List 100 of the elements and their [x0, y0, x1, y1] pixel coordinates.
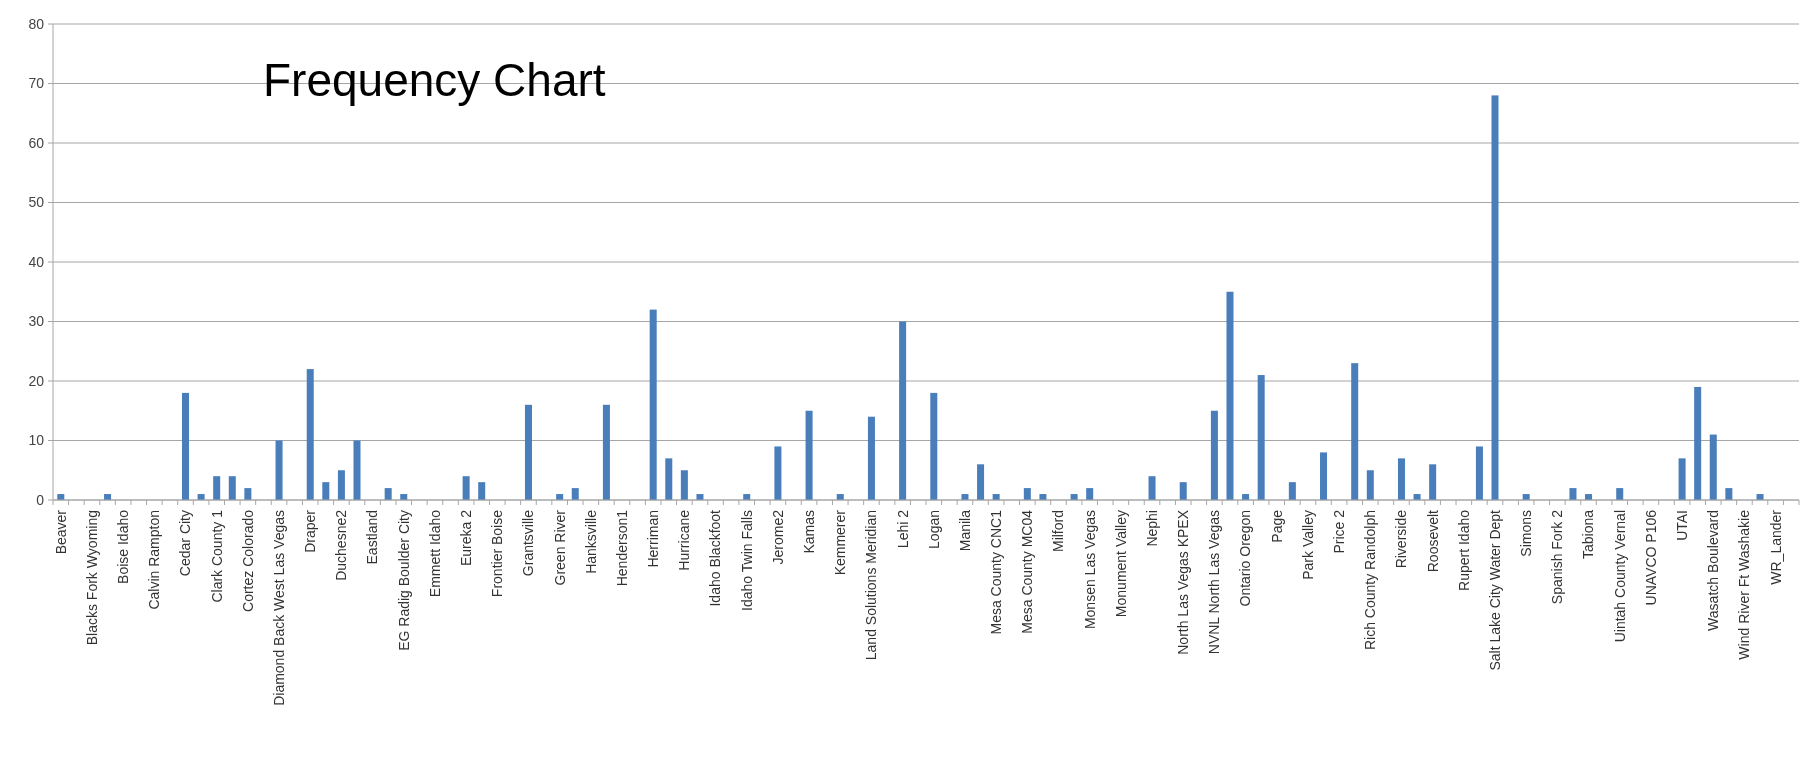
y-tick-label: 10 — [28, 432, 45, 449]
bar — [1678, 458, 1686, 500]
bar — [1475, 446, 1483, 500]
x-tick-label: Rupert Idaho — [1455, 509, 1472, 591]
x-tick-label: Land Solutions Meridian — [863, 510, 880, 661]
bar — [1086, 488, 1094, 500]
x-tick-label: Draper — [302, 509, 319, 553]
x-tick-label: Wasatch Boulevard — [1705, 510, 1722, 631]
bar — [462, 476, 470, 500]
bar — [337, 470, 345, 500]
x-tick-label: Simons — [1518, 510, 1535, 557]
x-tick-label: Mesa County CNC1 — [988, 509, 1005, 635]
bar — [1320, 452, 1328, 500]
x-tick-label: Cortez Colorado — [239, 509, 256, 612]
bar — [1429, 464, 1437, 500]
bar — [805, 410, 813, 500]
bar — [478, 482, 486, 500]
x-tick-label: Beaver — [52, 509, 69, 555]
bar — [649, 309, 657, 500]
bar — [524, 404, 532, 500]
x-tick-label: Spanish Fork 2 — [1549, 509, 1566, 605]
x-tick-label: Hurricane — [676, 509, 693, 571]
bar — [1709, 434, 1717, 500]
x-tick-label: Emmett Idaho — [426, 509, 443, 598]
x-tick-label: Ontario Oregon — [1237, 510, 1254, 607]
x-tick-label: Manila — [956, 509, 973, 552]
x-tick-label: Idaho Twin Falls — [738, 510, 755, 611]
bar — [930, 392, 938, 500]
x-tick-label: Price 2 — [1331, 509, 1348, 554]
x-tick-label: Diamond Back West Las Vegas — [270, 510, 287, 706]
bar — [1616, 488, 1624, 500]
x-tick-label: Green River — [551, 509, 568, 586]
x-tick-label: Uintah County Vernal — [1611, 510, 1628, 643]
y-tick-label: 60 — [28, 134, 45, 151]
x-tick-label: Nephi — [1143, 510, 1160, 547]
y-tick-label: 40 — [28, 253, 45, 270]
x-tick-label: Roosevelt — [1424, 509, 1441, 573]
y-tick-label: 50 — [28, 194, 45, 211]
x-tick-label: Herriman — [645, 510, 662, 568]
y-tick-label: 20 — [28, 372, 45, 389]
x-tick-label: Monsen Las Vegas — [1081, 510, 1098, 630]
bar — [602, 404, 610, 500]
x-tick-label: EG Radig Boulder City — [395, 510, 412, 651]
bar — [306, 369, 314, 500]
bar — [244, 488, 252, 500]
bar — [1351, 363, 1359, 500]
x-tick-label: NVNL North Las Vegas — [1206, 510, 1223, 655]
bar — [1226, 291, 1234, 500]
bar — [1179, 482, 1187, 500]
y-tick-label: 30 — [28, 313, 45, 330]
x-tick-label: Riverside — [1393, 509, 1410, 569]
x-tick-label: Logan — [925, 510, 942, 549]
x-tick-label: Milford — [1050, 510, 1067, 553]
bar — [384, 488, 392, 500]
x-tick-label: North Las Vegas KPEX — [1175, 509, 1192, 655]
bar — [867, 416, 875, 500]
bar — [1725, 488, 1733, 500]
bar — [1569, 488, 1577, 500]
x-tick-label: UNAVCO P106 — [1642, 509, 1659, 606]
x-tick-label: Salt Lake City Water Dept — [1486, 509, 1503, 671]
x-tick-label: Monument Valley — [1112, 510, 1129, 618]
bar — [571, 488, 579, 500]
x-tick-label: Page — [1268, 509, 1285, 543]
bar — [275, 440, 283, 500]
x-tick-label: Cedar City — [177, 510, 194, 577]
x-tick-label: Kemmerer — [832, 509, 849, 576]
bar — [1210, 410, 1218, 500]
bar — [1257, 375, 1265, 500]
x-tick-label: Blacks Fork Wyoming — [83, 510, 100, 646]
x-tick-label: Kamas — [800, 510, 817, 554]
y-tick-label: 0 — [36, 491, 45, 508]
x-tick-label: Henderson1 — [613, 509, 630, 587]
bar — [322, 482, 330, 500]
bar — [1694, 386, 1702, 500]
x-tick-label: Hanksville — [582, 509, 599, 574]
bar — [1148, 476, 1156, 500]
x-tick-label: Eureka 2 — [458, 509, 475, 567]
x-tick-label: Clark County 1 — [208, 509, 225, 603]
x-tick-label: WR_Lander — [1767, 509, 1784, 585]
bar — [213, 476, 221, 500]
bar — [1288, 482, 1296, 500]
x-tick-label: Rich County Randolph — [1362, 510, 1379, 651]
x-tick-label: Lehi 2 — [894, 509, 911, 549]
y-tick-label: 70 — [28, 75, 45, 92]
bar — [1397, 458, 1405, 500]
y-tick-label: 80 — [28, 15, 45, 32]
x-tick-label: Duchesne2 — [333, 509, 350, 581]
bar — [665, 458, 673, 500]
x-tick-label: Boise Idaho — [115, 509, 132, 584]
x-tick-label: Mesa County MC04 — [1019, 509, 1036, 634]
bar — [977, 464, 985, 500]
x-tick-label: UTAI — [1673, 510, 1690, 541]
bar — [680, 470, 688, 500]
x-tick-label: Park Valley — [1299, 510, 1316, 580]
bar — [1023, 488, 1031, 500]
x-tick-label: Jerome2 — [769, 509, 786, 565]
bar — [1366, 470, 1374, 500]
bar — [899, 321, 907, 500]
x-tick-label: Idaho Blackfoot — [707, 509, 724, 607]
x-tick-label: Calvin Rampton — [146, 510, 163, 610]
